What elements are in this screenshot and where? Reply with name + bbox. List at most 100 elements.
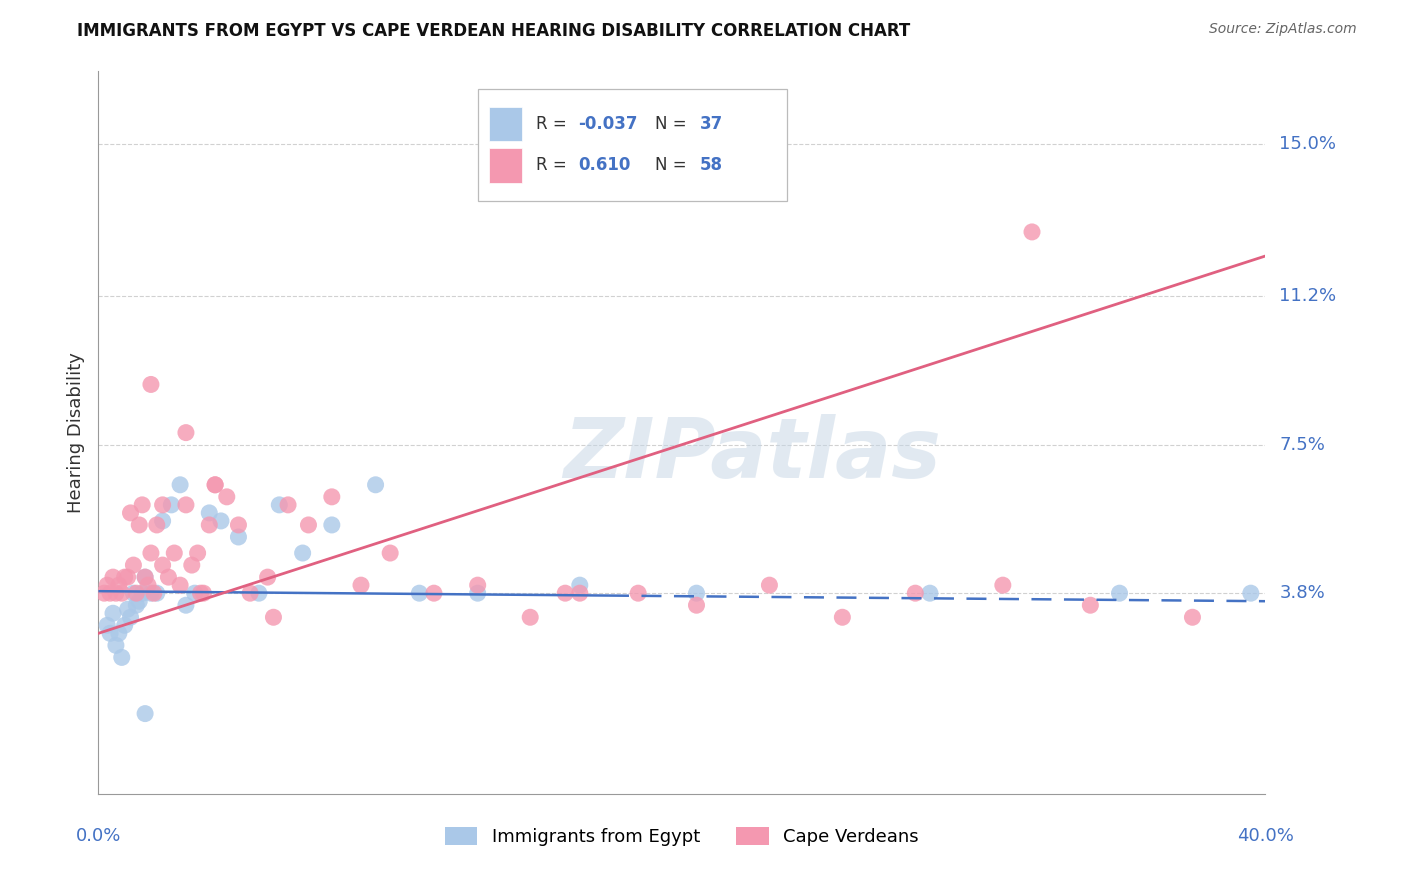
Legend: Immigrants from Egypt, Cape Verdeans: Immigrants from Egypt, Cape Verdeans (437, 820, 927, 854)
Point (142, 586, 165, 600)
Point (350, 578, 373, 592)
Point (146, 586, 169, 600)
Point (180, 558, 202, 573)
Text: 7.5%: 7.5% (1279, 435, 1326, 454)
Point (120, 506, 142, 520)
Point (991, 578, 1014, 592)
Point (125, 599, 148, 613)
Point (1080, 599, 1102, 613)
Point (247, 586, 270, 600)
Point (187, 546, 209, 560)
Text: 11.2%: 11.2% (1279, 287, 1337, 305)
Point (1240, 586, 1263, 600)
Point (269, 498, 291, 512)
Point (380, 546, 402, 560)
Point (256, 570, 278, 584)
Point (215, 490, 238, 504)
Point (321, 517, 343, 532)
Point (204, 478, 226, 492)
Point (423, 586, 446, 600)
Text: IMMIGRANTS FROM EGYPT VS CAPE VERDEAN HEARING DISABILITY CORRELATION CHART: IMMIGRANTS FROM EGYPT VS CAPE VERDEAN HE… (77, 22, 911, 40)
Point (139, 377, 162, 392)
Point (131, 586, 153, 600)
Point (364, 478, 387, 492)
FancyBboxPatch shape (478, 89, 787, 202)
Point (169, 578, 191, 592)
Text: R =: R = (536, 156, 578, 174)
Point (122, 586, 145, 600)
Point (131, 498, 153, 512)
Point (134, 706, 156, 721)
Point (408, 586, 430, 600)
Point (108, 578, 131, 592)
Point (96, 618, 118, 632)
Text: 40.0%: 40.0% (1237, 827, 1294, 846)
Text: 37: 37 (699, 115, 723, 133)
Point (117, 570, 139, 584)
Point (554, 586, 576, 600)
Text: Source: ZipAtlas.com: Source: ZipAtlas.com (1209, 22, 1357, 37)
Point (146, 517, 169, 532)
Point (904, 586, 927, 600)
Point (98, 626, 121, 640)
Point (152, 498, 174, 512)
Text: 0.0%: 0.0% (76, 827, 121, 846)
Point (163, 546, 186, 560)
Point (321, 490, 343, 504)
Point (204, 478, 226, 492)
Point (918, 586, 941, 600)
Point (758, 578, 780, 592)
Point (104, 639, 127, 653)
Text: 3.8%: 3.8% (1279, 584, 1324, 602)
Point (139, 586, 162, 600)
Point (174, 498, 197, 512)
Point (627, 586, 650, 600)
Point (190, 586, 212, 600)
Point (128, 517, 150, 532)
Point (108, 626, 131, 640)
Point (568, 578, 591, 592)
Point (519, 610, 541, 624)
Point (98, 586, 121, 600)
Point (685, 586, 707, 600)
Text: R =: R = (536, 115, 572, 133)
Point (93, 586, 115, 600)
Point (117, 602, 139, 616)
Text: 58: 58 (699, 156, 723, 174)
Point (101, 607, 124, 621)
Text: 15.0%: 15.0% (1279, 135, 1336, 153)
Point (134, 570, 156, 584)
FancyBboxPatch shape (489, 107, 522, 142)
Point (174, 599, 197, 613)
Point (101, 570, 124, 584)
Point (198, 506, 221, 520)
Point (157, 570, 180, 584)
Point (169, 478, 191, 492)
Point (193, 586, 215, 600)
Point (139, 546, 162, 560)
Point (568, 586, 591, 600)
Text: 0.610: 0.610 (578, 156, 630, 174)
Point (228, 530, 250, 544)
Point (96, 578, 118, 592)
Point (1181, 610, 1204, 624)
Point (152, 558, 174, 573)
Point (1021, 225, 1043, 239)
Text: N =: N = (655, 156, 692, 174)
Point (239, 586, 262, 600)
Point (209, 514, 232, 528)
Point (136, 578, 159, 592)
Point (1108, 586, 1130, 600)
Point (134, 570, 156, 584)
Point (174, 425, 197, 440)
Point (228, 517, 250, 532)
Point (297, 517, 319, 532)
Point (198, 517, 221, 532)
Text: N =: N = (655, 115, 692, 133)
Point (125, 586, 148, 600)
Point (104, 586, 127, 600)
Point (111, 586, 134, 600)
Point (685, 599, 707, 613)
Text: ZIPatlas: ZIPatlas (562, 414, 941, 495)
FancyBboxPatch shape (489, 148, 522, 183)
